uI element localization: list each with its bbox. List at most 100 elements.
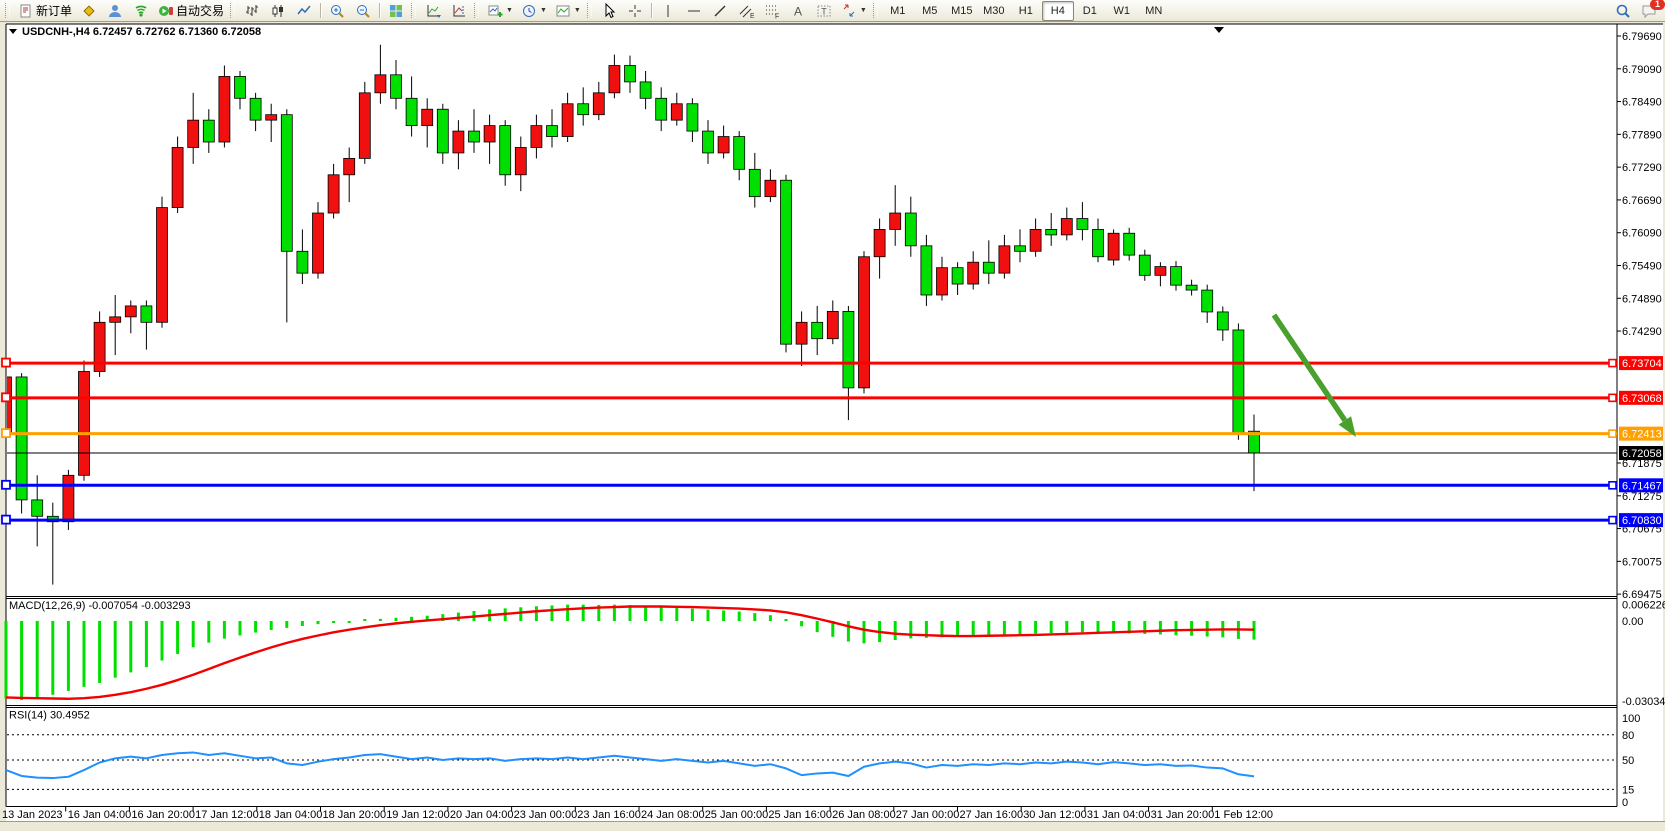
new-order-button[interactable]: 新订单: [14, 1, 76, 21]
timeframe-w1[interactable]: W1: [1113, 4, 1131, 17]
toolbar-grip[interactable]: [411, 3, 417, 18]
timeframe-m5[interactable]: M5: [922, 4, 938, 17]
macd-axis-label: -0.030347: [1622, 696, 1665, 708]
toolbar-grip[interactable]: [586, 3, 592, 18]
price-level-line[interactable]: 6.73704: [1, 356, 1663, 371]
price-axis[interactable]: 6.79690 6.79090 6.78490 6.77890 6.77290 6.766…: [1617, 31, 1662, 601]
candle-body: [1185, 284, 1198, 291]
price-tick-label: 6.70675: [1622, 524, 1662, 536]
new-order-icon: [20, 4, 31, 17]
toolbar-grip[interactable]: [5, 3, 10, 18]
signals-button[interactable]: [128, 1, 154, 21]
price-level-line[interactable]: 6.73068: [1, 390, 1663, 405]
text-label-button[interactable]: T: [811, 1, 837, 21]
scale-fix-button[interactable]: [446, 1, 472, 21]
line-right-handle[interactable]: [1608, 393, 1617, 403]
fibonacci-icon: F: [765, 5, 779, 19]
price-level-line[interactable]: 6.70830: [1, 513, 1663, 528]
arrow-head-icon: [1338, 416, 1356, 437]
notifications-button[interactable]: 1: [1636, 0, 1665, 21]
candle-body: [483, 125, 496, 143]
crosshair-button[interactable]: [622, 1, 648, 21]
community-button[interactable]: [102, 1, 128, 21]
rsi-pane[interactable]: RSI(14) 30.4952 100 80 50 150: [5, 710, 1640, 810]
time-tick-label: 16 Jan 04:00: [68, 809, 132, 821]
line-left-handle[interactable]: [1, 428, 11, 439]
candle-body: [982, 261, 995, 274]
text-button[interactable]: A: [785, 1, 811, 21]
line-right-handle[interactable]: [1608, 481, 1617, 490]
chart-shift-marker[interactable]: [1214, 27, 1224, 33]
line-left-handle[interactable]: [1, 357, 11, 368]
price-level-line[interactable]: 6.72413: [1, 426, 1663, 441]
toolbar-grip[interactable]: [872, 3, 878, 18]
candle-body: [998, 245, 1011, 274]
new-chart-button[interactable]: ▼: [483, 1, 517, 21]
vertical-line-button[interactable]: [655, 1, 681, 21]
cursor-button[interactable]: [596, 1, 622, 21]
toolbar-grip[interactable]: [474, 3, 480, 18]
chevron-down-icon: ▼: [506, 7, 513, 14]
line-left-handle[interactable]: [1, 392, 11, 403]
line-right-handle[interactable]: [1608, 429, 1617, 438]
arrows-button[interactable]: ▼: [837, 1, 871, 21]
rsi-axis-label: 50: [1622, 755, 1634, 767]
fibonacci-button[interactable]: F: [759, 1, 785, 21]
price-tick-label: 6.70075: [1622, 556, 1662, 568]
autotrading-button[interactable]: 自动交易: [154, 1, 228, 21]
new-chart-icon: [488, 5, 503, 17]
timeframe-d1[interactable]: D1: [1082, 4, 1097, 17]
template-button[interactable]: ▼: [551, 1, 585, 21]
tile-windows-button[interactable]: [383, 1, 409, 21]
candle-body: [1154, 266, 1167, 276]
line-right-handle[interactable]: [1608, 358, 1617, 368]
rsi-axis-label: 100: [1622, 713, 1640, 725]
time-tick-label: 23 Jan 00:00: [514, 809, 578, 821]
timeframe-m1[interactable]: M1: [890, 4, 906, 17]
gold-tag-button[interactable]: [76, 1, 102, 21]
time-axis[interactable]: 13 Jan 2023 16 Jan 04:00 16 Jan 20:00 17 Ja…: [2, 806, 1273, 822]
time-tick-label: 25 Jan 16:00: [768, 809, 832, 821]
price-badge-label: 6.73068: [1622, 393, 1662, 405]
candle-body: [702, 130, 714, 154]
zoom-out-button[interactable]: [350, 1, 376, 21]
trendline-button[interactable]: [707, 1, 733, 21]
candle-body: [1170, 266, 1182, 286]
auto-arrange-button[interactable]: [420, 1, 446, 21]
timeframe-h1[interactable]: H1: [1018, 4, 1033, 17]
search-button[interactable]: [1610, 1, 1636, 21]
line-chart-button[interactable]: [291, 1, 317, 21]
chart-window[interactable]: 6.73704 6.73068 6.72413 6.71467 6.70830 6.720…: [0, 22, 1665, 831]
timeframe-h4[interactable]: H4: [1041, 0, 1074, 21]
price-chart[interactable]: 6.73704 6.73068 6.72413 6.71467 6.70830 6.720…: [0, 22, 1665, 831]
candle-body: [436, 108, 449, 154]
macd-pane[interactable]: MACD(12,26,9) -0.007054 -0.003293 0.00622…: [4, 600, 1665, 708]
price-level-line[interactable]: 6.71467: [1, 478, 1663, 493]
trend-arrow-annotation[interactable]: [1271, 313, 1356, 437]
rsi-axis-label: 0: [1622, 797, 1628, 809]
arrow-shaft[interactable]: [1271, 313, 1348, 422]
line-left-handle[interactable]: [1, 514, 11, 525]
rsi-axis-label: 80: [1622, 730, 1634, 742]
price-tick-label: 6.76690: [1622, 195, 1662, 207]
tile-windows-icon: [390, 4, 403, 17]
candle-body: [670, 103, 683, 121]
channel-icon: E: [739, 5, 754, 19]
toolbar-grip[interactable]: [230, 3, 236, 18]
line-right-handle[interactable]: [1608, 515, 1617, 525]
notification-badge: 1: [1650, 0, 1665, 10]
timeframe-m30[interactable]: M30: [983, 4, 1005, 17]
time-tick-label: 17 Jan 12:00: [195, 809, 259, 821]
symbol-dropdown-icon[interactable]: [9, 29, 17, 34]
timeframe-m15[interactable]: M15: [951, 4, 973, 17]
line-left-handle[interactable]: [1, 479, 11, 490]
horizontal-line-button[interactable]: [681, 1, 707, 21]
zoom-in-button[interactable]: [324, 1, 350, 21]
candlestick-chart-button[interactable]: [265, 1, 291, 21]
equidistant-channel-button[interactable]: E: [733, 1, 759, 21]
timeframe-mn[interactable]: MN: [1145, 4, 1163, 17]
svg-text:F: F: [775, 13, 779, 19]
line-chart-icon: [297, 5, 311, 14]
period-button[interactable]: ▼: [517, 1, 551, 21]
bar-chart-button[interactable]: [239, 1, 265, 21]
